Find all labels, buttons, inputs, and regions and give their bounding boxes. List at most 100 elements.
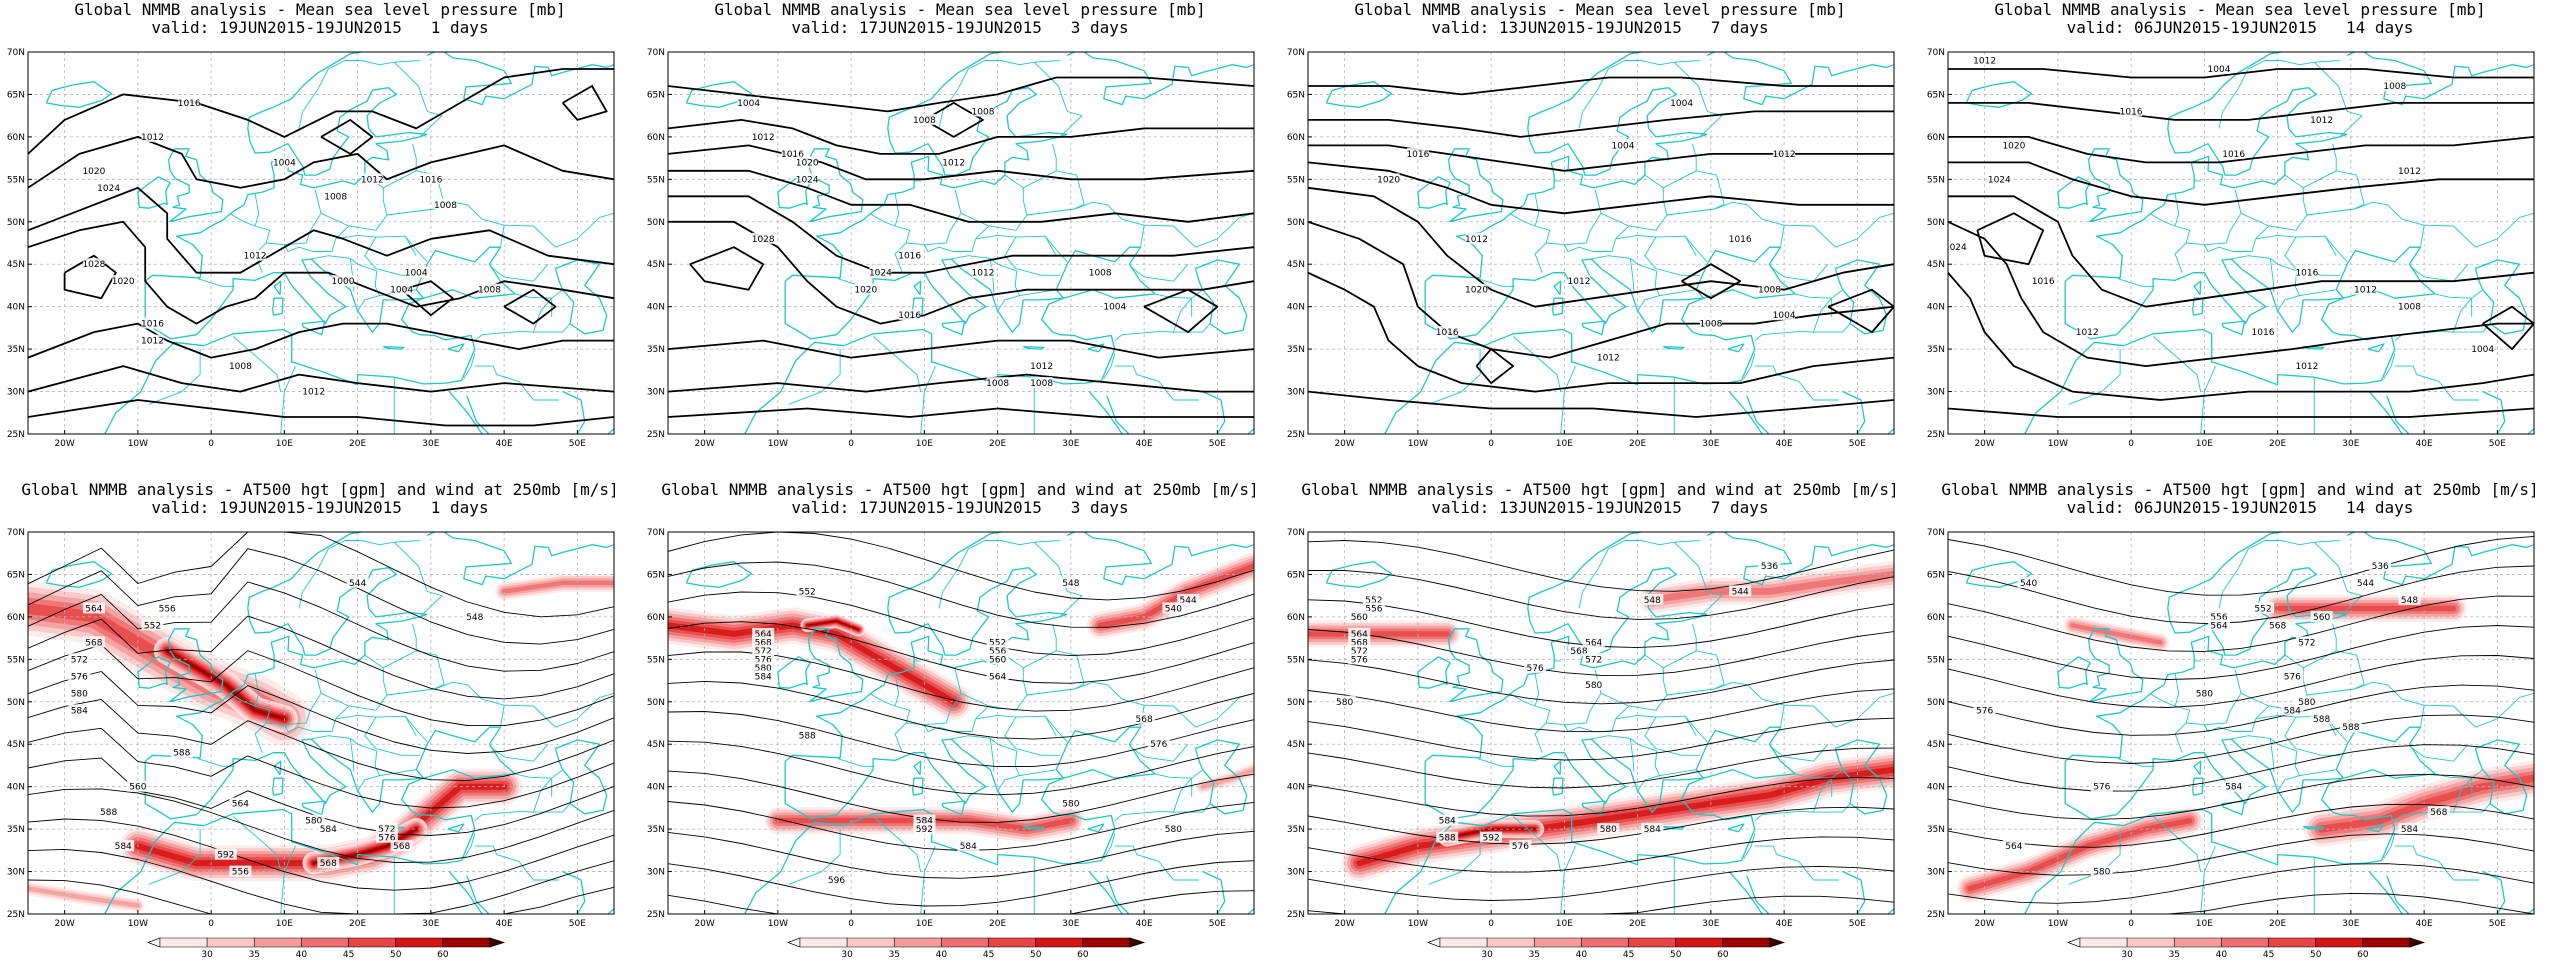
contour-label-bg <box>1436 814 1459 826</box>
isobar <box>668 169 1254 223</box>
border-line <box>1564 718 1617 733</box>
border-line <box>335 714 417 736</box>
y-tick-label: 25N <box>1927 910 1945 920</box>
border-line <box>1144 224 1196 248</box>
contour-label-bg <box>1988 173 2011 185</box>
y-tick-label: 55N <box>7 175 25 185</box>
border-line <box>1144 704 1196 728</box>
border-line <box>1534 673 1540 707</box>
contour-label-bg <box>1699 317 1722 329</box>
contour-label: 1012 <box>942 158 965 168</box>
contour-label-bg <box>1030 377 1053 389</box>
contour-label-bg <box>986 670 1009 682</box>
map-content: 1012 1004 1008 1016 1012 1020 1016 1024 1012 1024… <box>1948 52 2534 434</box>
contour-label: 576 <box>378 834 395 844</box>
border-line <box>386 681 505 728</box>
y-tick-label: 35N <box>1287 345 1305 355</box>
contour-label-bg <box>2002 139 2025 151</box>
contour-label: 1016 <box>419 175 442 185</box>
colorbar-swatch <box>1722 937 1771 948</box>
colorbar-swatch <box>2079 937 2128 948</box>
x-tick-label: 20E <box>2269 439 2286 449</box>
geopotential-contour <box>668 890 1254 914</box>
coastline <box>2386 395 2410 434</box>
border-line <box>2255 705 2270 720</box>
coastline <box>2363 532 2534 586</box>
contour-label: 1016 <box>2295 269 2318 279</box>
y-tick-label: 55N <box>7 655 25 665</box>
border-line <box>280 365 296 434</box>
border-line <box>1512 336 1562 392</box>
coastline <box>1325 561 1393 588</box>
border-line <box>416 650 445 690</box>
coastline <box>2482 391 2534 434</box>
geopotential-contour <box>1948 714 2534 764</box>
contour-label: 1008 <box>2398 303 2421 313</box>
contour-label: 584 <box>115 842 132 852</box>
border-line <box>1615 234 1697 256</box>
contour-label: 1020 <box>112 277 135 287</box>
wind-colorbar: 30 35 40 45 50 60 <box>787 937 1146 960</box>
contour-label: 596 <box>828 876 845 886</box>
jet-stream-shading <box>1097 563 1254 629</box>
border-line <box>1754 773 1833 821</box>
y-tick-label: 30N <box>647 388 665 398</box>
panel-valid-period: valid: 19JUN2015-19JUN2015 1 days <box>151 18 489 37</box>
contour-label-bg <box>913 113 936 125</box>
border-line <box>254 673 260 707</box>
contour-label: 1008 <box>434 201 457 211</box>
contour-label-bg <box>112 275 135 287</box>
border-line <box>1615 705 1630 720</box>
y-tick-label: 35N <box>1927 825 1945 835</box>
border-line <box>2409 743 2469 762</box>
contour-label: 556 <box>1365 604 1382 614</box>
border-line <box>393 61 443 138</box>
border-line <box>1663 623 1697 669</box>
contour-label-bg <box>1582 653 1605 665</box>
contour-label-bg <box>156 602 179 614</box>
border-line <box>1615 225 1630 240</box>
contour-label-bg <box>957 840 980 852</box>
geopotential-contour <box>1308 659 1894 705</box>
y-tick-label: 30N <box>7 868 25 878</box>
contour-label-bg <box>2076 326 2099 338</box>
border-line <box>1509 692 1551 753</box>
contour-label: 552 <box>1365 596 1382 606</box>
geopotential-contour <box>28 879 614 914</box>
contour-label: 1008 <box>986 379 1009 389</box>
contour-label-bg <box>2295 636 2318 648</box>
contour-label-bg <box>752 130 775 142</box>
contour-label-bg <box>1758 283 1781 295</box>
contour-label-bg <box>986 377 1009 389</box>
x-tick-label: 50E <box>569 439 586 449</box>
border-line <box>2313 61 2363 138</box>
contour-label: 568 <box>85 638 102 648</box>
colorbar-swatch <box>1082 937 1131 948</box>
colorbar-swatch <box>988 937 1036 948</box>
border-line <box>990 257 1057 297</box>
contour-label-bg <box>97 181 120 193</box>
contour-label-bg <box>737 96 760 108</box>
border-line <box>997 295 1020 312</box>
isobar <box>28 68 614 155</box>
contour-label: 1008 <box>1089 269 1112 279</box>
contour-label: 584 <box>2284 706 2301 716</box>
border-line <box>474 365 560 401</box>
border-line <box>1590 735 1635 773</box>
contour-label: 548 <box>2401 596 2418 606</box>
contour-label: 560 <box>989 655 1006 665</box>
colorbar-tick-label: 45 <box>983 950 994 960</box>
border-line <box>1835 692 1894 728</box>
coastline <box>2057 656 2091 689</box>
isobar <box>923 102 984 138</box>
y-tick-label: 40N <box>1927 783 1945 793</box>
geopotential-contour <box>668 860 1254 907</box>
panel-title: Global NMMB analysis - AT500 hgt [gpm] a… <box>661 480 1259 499</box>
contour-label: 544 <box>2357 579 2374 589</box>
border-line <box>2152 816 2202 872</box>
y-tick-label: 70N <box>1927 48 1945 58</box>
contour-label-bg <box>1729 232 1752 244</box>
contour-label-bg <box>2208 610 2230 622</box>
coastline <box>685 81 753 108</box>
border-line <box>1769 743 1829 762</box>
